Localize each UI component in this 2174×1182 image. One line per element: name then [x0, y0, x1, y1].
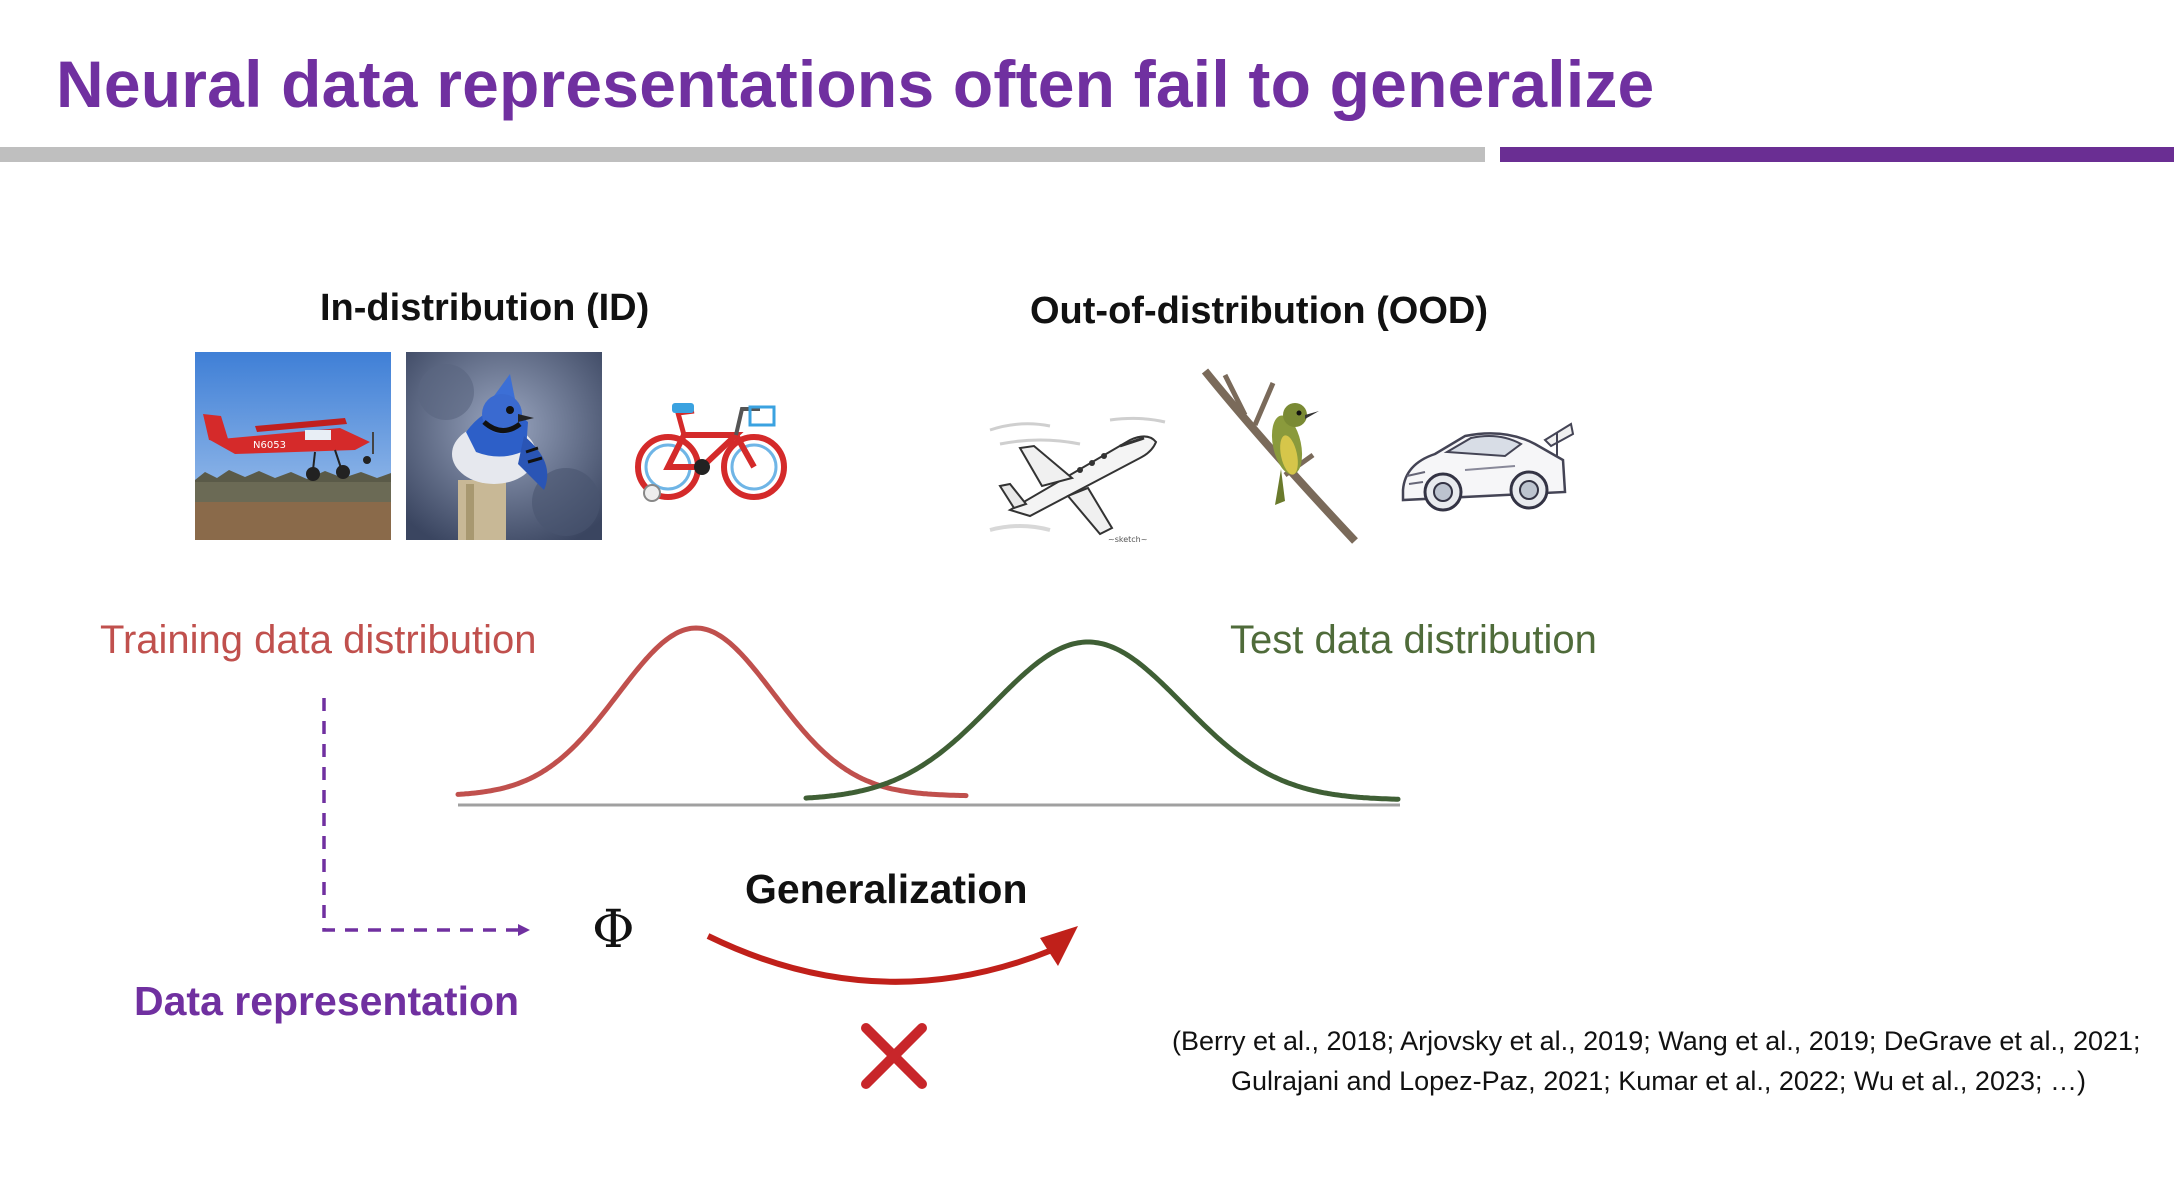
bicycle-photo — [632, 395, 792, 507]
citation-line-1: (Berry et al., 2018; Arjovsky et al., 20… — [1172, 1026, 2141, 1056]
airplane-photo: N6053 — [195, 352, 391, 540]
citation-line-2: Gulrajani and Lopez-Paz, 2021; Kumar et … — [1231, 1066, 2086, 1096]
race-car-sketch — [1395, 410, 1575, 525]
id-section-label: In-distribution (ID) — [320, 287, 650, 329]
ood-section-label: Out-of-distribution (OOD) — [1030, 290, 1488, 332]
title-rule-gray — [0, 147, 1485, 162]
slide-title: Neural data representations often fail t… — [56, 47, 1655, 121]
data-representation-label: Data representation — [134, 978, 520, 1024]
title-rule-purple — [1500, 147, 2174, 162]
generalization-arrow — [706, 933, 1054, 985]
test-distribution-label: Test data distribution — [1230, 618, 1597, 662]
phi-symbol: Φ — [592, 900, 635, 960]
blue-jay-photo — [406, 352, 602, 540]
dashed-representation-arrow — [322, 698, 530, 936]
training-distribution-curve — [455, 625, 969, 799]
svg-text:~sketch~: ~sketch~ — [1108, 535, 1147, 544]
jet-sketch: ~sketch~ — [980, 400, 1170, 550]
svg-text:N6053: N6053 — [253, 440, 286, 451]
bird-on-branch-sketch — [1195, 365, 1370, 545]
generalization-label: Generalization — [745, 866, 1028, 912]
test-distribution-curve — [803, 639, 1401, 802]
generalization-arrowhead — [1040, 926, 1078, 966]
cross-mark-icon — [861, 1023, 927, 1089]
training-distribution-label: Training data distribution — [100, 618, 537, 662]
